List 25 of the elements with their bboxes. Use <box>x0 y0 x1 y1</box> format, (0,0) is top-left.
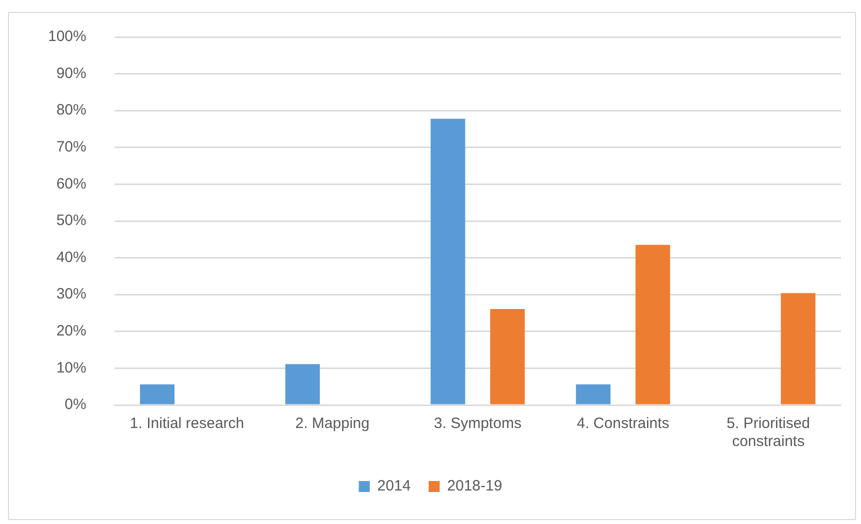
x-tick-label: 4. Constraints <box>576 415 670 432</box>
bar <box>576 384 610 404</box>
legend-label: 2014 <box>377 478 411 495</box>
bar <box>780 293 816 404</box>
y-tick-label: 60% <box>56 175 86 192</box>
y-tick-label: 70% <box>56 138 86 156</box>
bar <box>430 118 466 404</box>
y-tick-label: 50% <box>56 212 86 230</box>
x-tick-label: 3. Symptoms <box>434 415 522 432</box>
bar <box>140 384 175 404</box>
y-tick-label: 0% <box>64 396 86 414</box>
y-tick-label: 30% <box>56 286 86 303</box>
bar <box>636 244 670 404</box>
x-tick-label: 1. Initial research <box>130 415 244 432</box>
x-tick-label: 2. Mapping <box>295 415 370 432</box>
legend-label: 2018-19 <box>447 478 502 495</box>
x-tick-label: 5. Prioritised constraints <box>726 415 810 450</box>
y-tick-label: 100% <box>48 28 86 46</box>
y-tick-label: 90% <box>56 64 86 82</box>
bar <box>285 364 320 404</box>
y-tick-label: 40% <box>56 248 86 266</box>
y-tick-label: 20% <box>56 322 86 340</box>
y-tick-label: 10% <box>56 359 86 376</box>
bar <box>490 308 525 404</box>
y-tick-label: 80% <box>56 102 86 119</box>
